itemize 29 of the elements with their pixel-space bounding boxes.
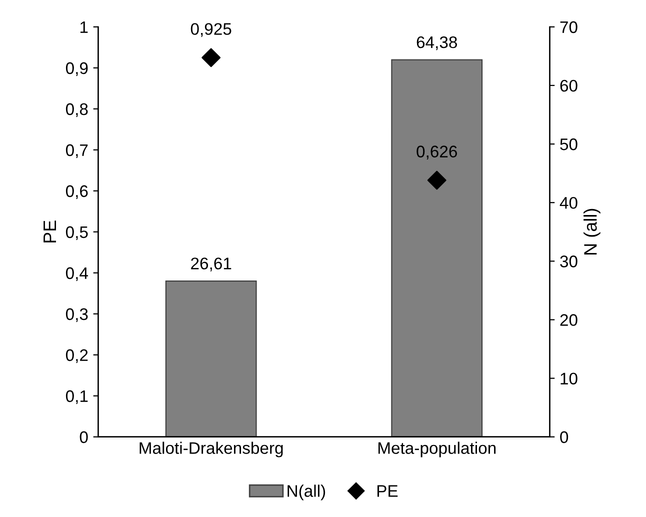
y2-tick-label: 60 — [560, 80, 578, 92]
y-tick-label: 0,3 — [66, 308, 88, 322]
x-tick-label: Maloti-Drakensberg — [140, 442, 283, 458]
y2-tick-label: 0 — [560, 431, 568, 444]
y-tick-label: 0,2 — [66, 349, 88, 364]
y-tick-label: 0,5 — [66, 226, 88, 240]
legend-label: N(all) — [288, 484, 326, 500]
y-axis-title: PE — [44, 220, 56, 242]
y-tick-label: 0,9 — [66, 62, 88, 76]
y2-tick-label: 70 — [560, 21, 578, 34]
y-tick-label: 0,8 — [66, 103, 88, 118]
x-tick-label: Meta-population — [378, 442, 496, 458]
data-label: 64,38 — [416, 36, 457, 50]
y2-tick-label: 10 — [560, 372, 578, 384]
data-label: 0,626 — [416, 146, 457, 160]
y-tick-label: 0,1 — [66, 390, 88, 404]
y2-axis-title: N (all) — [584, 208, 600, 254]
y-tick-label: 1 — [80, 21, 88, 33]
y-tick-label: 0,4 — [66, 267, 88, 282]
y2-tick-label: 50 — [560, 138, 578, 150]
y2-tick-label: 40 — [560, 196, 578, 209]
y-tick-label: 0 — [80, 431, 88, 444]
y2-tick-label: 30 — [560, 256, 578, 268]
y-tick-label: 0,6 — [66, 185, 88, 200]
y-tick-label: 0,7 — [66, 144, 88, 158]
data-label: 26,61 — [191, 258, 232, 272]
data-label: 0,925 — [190, 23, 232, 37]
y2-tick-label: 20 — [560, 314, 578, 326]
legend-label: PE — [377, 485, 398, 497]
